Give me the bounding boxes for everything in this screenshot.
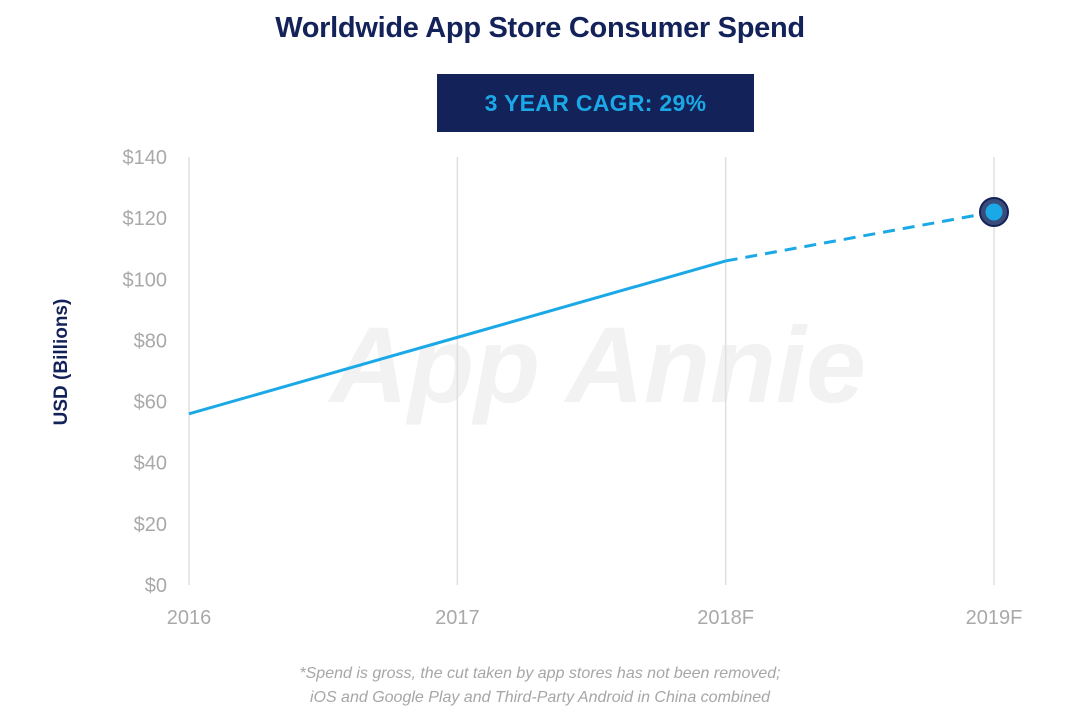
y-tick-label: $100 xyxy=(123,269,168,291)
x-tick-label: 2018F xyxy=(697,607,754,629)
y-tick-label: $20 xyxy=(134,514,167,536)
footnote: *Spend is gross, the cut taken by app st… xyxy=(0,662,1080,710)
y-tick-label: $120 xyxy=(123,208,168,230)
y-tick-label: $60 xyxy=(134,392,167,414)
series-line-actual xyxy=(188,259,727,416)
watermark-text: App Annie xyxy=(327,304,866,425)
footnote-line-2: iOS and Google Play and Third-Party Andr… xyxy=(309,689,771,706)
x-tick-label: 2019F xyxy=(966,607,1023,629)
footnote-line-1: *Spend is gross, the cut taken by app st… xyxy=(299,665,781,682)
x-tick-label: 2017 xyxy=(435,607,480,629)
cagr-label: 3 YEAR CAGR: 29% xyxy=(484,89,707,116)
forecast-point-marker xyxy=(985,203,1003,221)
y-tick-label: $40 xyxy=(134,453,167,475)
y-tick-label: $0 xyxy=(145,575,167,597)
series-line-forecast xyxy=(725,210,995,263)
x-tick-label: 2016 xyxy=(167,607,212,629)
cagr-banner: 3 YEAR CAGR: 29% xyxy=(437,74,754,132)
y-tick-label: $140 xyxy=(123,147,168,169)
chart-title: Worldwide App Store Consumer Spend xyxy=(275,12,805,44)
y-tick-label: $80 xyxy=(134,330,167,352)
